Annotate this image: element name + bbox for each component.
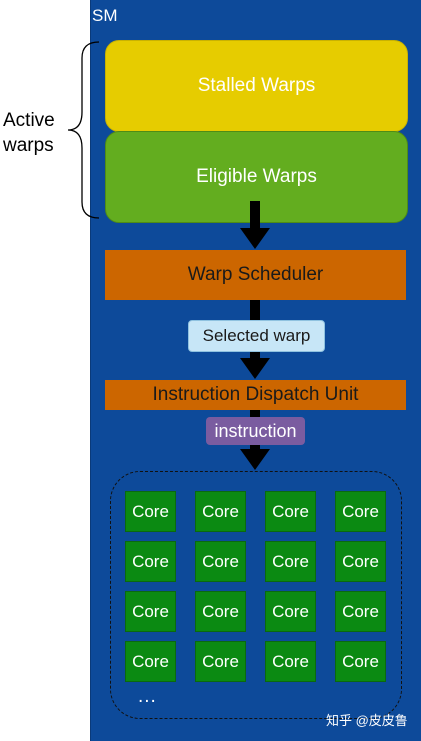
warp-scheduler-box: Warp Scheduler [105,250,406,300]
core-r4-c3: Core [265,641,316,682]
selected-warp-label: Selected warp [188,320,325,352]
core-r2-c4: Core [335,541,386,582]
active-warps-line2: warps [3,135,54,156]
active-warps-label: Active warps [3,108,55,158]
core-r1-c4: Core [335,491,386,532]
core-r3-c3: Core [265,591,316,632]
core-r1-c3: Core [265,491,316,532]
core-r2-c2: Core [195,541,246,582]
core-r3-c1: Core [125,591,176,632]
more-cores-ellipsis: ... [138,686,157,707]
watermark-text: 知乎 @皮皮鲁 [326,713,408,728]
core-r1-c1: Core [125,491,176,532]
core-r4-c2: Core [195,641,246,682]
stalled-warps-box: Stalled Warps [105,40,408,132]
instruction-label: instruction [206,417,305,445]
core-r1-c2: Core [195,491,246,532]
core-r2-c3: Core [265,541,316,582]
core-r3-c2: Core [195,591,246,632]
core-r4-c4: Core [335,641,386,682]
sm-label: SM [92,6,118,25]
core-r3-c4: Core [335,591,386,632]
instruction-dispatch-unit-box: Instruction Dispatch Unit [105,380,406,410]
core-r2-c1: Core [125,541,176,582]
arrow-eligible-to-scheduler [240,201,270,249]
core-r4-c1: Core [125,641,176,682]
core-region [110,471,402,719]
active-warps-brace [67,41,100,219]
active-warps-line1: Active [3,110,55,131]
